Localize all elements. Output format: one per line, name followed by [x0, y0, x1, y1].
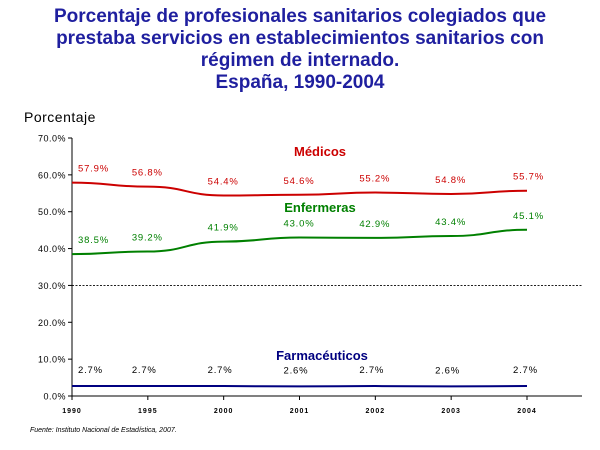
data-label: 2.7% [132, 365, 157, 376]
data-label: 2.6% [435, 365, 460, 376]
series-0: 57.9% 56.8% 54.4% 54.6% 55.2% 54.8% 55.7% Médic… [71, 144, 544, 197]
chart-title-line-1: Porcentaje de profesionales sanitarios c… [53, 6, 547, 27]
data-label: 54.6% [284, 176, 315, 187]
series-name-label: Médicos [294, 144, 346, 159]
series-line [71, 181, 528, 197]
series-name-label: Enfermeras [284, 200, 356, 215]
data-label: 56.8% [132, 168, 163, 179]
x-tick-label: 1990 [62, 408, 82, 415]
y-tick-label: 70.0% [38, 134, 66, 144]
x-tick-label: 2004 [517, 408, 537, 415]
y-tick-label: 40.0% [38, 244, 66, 254]
series-2: 2.7% 2.7% 2.7% 2.6% 2.7% 2.6% 2.7% Farmacéutico… [72, 348, 538, 388]
y-tick-label: 10.0% [38, 355, 66, 365]
data-label: 41.9% [208, 223, 239, 234]
x-tick-label: 2000 [214, 408, 234, 415]
data-label: 57.9% [78, 164, 109, 175]
x-tick-label: 2002 [366, 408, 386, 415]
chart-title: Porcentaje de profesionales sanitarios c… [0, 6, 600, 94]
data-label: 42.9% [359, 219, 390, 230]
x-tick-label: 1995 [138, 408, 158, 415]
series-line [71, 228, 528, 256]
data-label: 43.0% [284, 219, 315, 230]
data-label: 55.7% [513, 172, 544, 183]
y-tick-label: 50.0% [38, 207, 66, 217]
data-label: 2.7% [78, 365, 103, 376]
data-label: 38.5% [78, 235, 109, 246]
series-1: 38.5% 39.2% 41.9% 43.0% 42.9% 43.4% 45.1% Enfer… [71, 200, 544, 256]
chart-title-line-3: régimen de internado. [200, 50, 400, 71]
y-tick-label: 60.0% [38, 170, 66, 180]
y-tick-label: 30.0% [38, 281, 66, 291]
y-tick-label: 0.0% [43, 392, 66, 402]
series-name-label: Farmacéuticos [276, 348, 368, 363]
x-tick-label: 2003 [441, 408, 461, 415]
data-label: 45.1% [513, 211, 544, 222]
data-label: 2.7% [513, 365, 538, 376]
chart-title-line-4: España, 1990-2004 [215, 72, 385, 93]
data-label: 54.4% [208, 176, 239, 187]
chart-title-line-2: prestaba servicios en establecimientos s… [56, 28, 544, 49]
data-label: 39.2% [132, 233, 163, 244]
data-label: 2.6% [284, 365, 309, 376]
chart-series: 57.9% 56.8% 54.4% 54.6% 55.2% 54.8% 55.7% Médic… [71, 144, 544, 388]
data-label: 54.8% [435, 175, 466, 186]
x-tick-label: 2001 [290, 408, 310, 415]
y-tick-label: 20.0% [38, 318, 66, 328]
data-label: 43.4% [435, 217, 466, 228]
source-note: Fuente: Instituto Nacional de Estadístic… [30, 427, 177, 434]
y-axis-label: Porcentaje [24, 109, 96, 125]
data-label: 2.7% [359, 365, 384, 376]
chart-axes: 0.0% 10.0% 20.0% 30.0% 40.0% 50.0% 60.0% 70.0% 1… [38, 134, 582, 415]
data-label: 55.2% [359, 174, 390, 185]
data-label: 2.7% [208, 365, 233, 376]
